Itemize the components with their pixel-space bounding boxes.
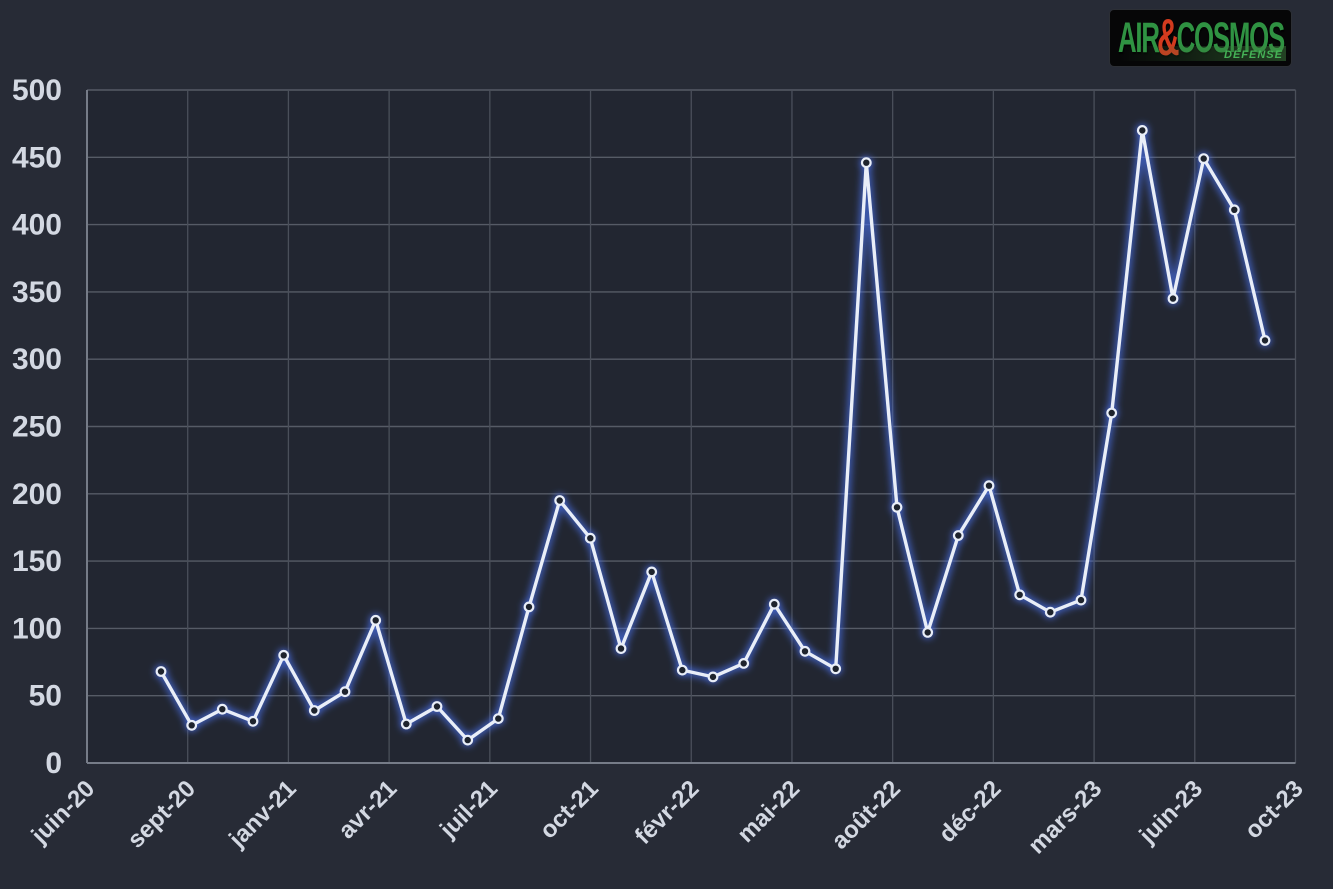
data-point-marker (922, 627, 934, 638)
x-tick-label: janv-21 (223, 775, 301, 853)
data-point-marker (308, 705, 320, 716)
y-tick-label: 500 (12, 74, 62, 107)
data-point-marker (247, 715, 259, 727)
data-point-marker (891, 501, 903, 513)
data-point-marker (952, 530, 964, 541)
data-point-marker (1136, 124, 1148, 136)
data-point-marker (860, 157, 872, 169)
data-point-marker (431, 701, 443, 712)
data-point-marker (554, 495, 566, 506)
data-point-marker (1228, 204, 1240, 216)
y-tick-label: 150 (12, 545, 62, 578)
data-point-marker (278, 649, 290, 661)
data-point-marker (216, 703, 228, 715)
data-point-marker (1044, 606, 1056, 618)
data-point-marker (1198, 153, 1210, 165)
x-gridlines (86, 90, 1297, 763)
x-tick-label: juin-23 (1134, 775, 1208, 849)
data-point-marker (339, 686, 351, 698)
x-tick-label: juin-20 (26, 775, 100, 849)
x-axis-labels: juin-20 sept-20 janv-21 avr-21 juil-21 oct-21… (26, 775, 1309, 859)
y-tick-label: 100 (12, 612, 62, 645)
x-tick-label: mai-22 (732, 775, 805, 848)
y-tick-label: 400 (12, 209, 62, 242)
data-point-marker (155, 666, 167, 677)
data-point-marker (462, 734, 474, 746)
data-point-marker (646, 566, 658, 578)
logo-ampersand: & (1157, 9, 1180, 67)
data-point-marker (400, 718, 412, 730)
data-point-marker (983, 480, 995, 492)
data-point-marker (799, 645, 811, 657)
data-point-marker (676, 664, 688, 676)
x-tick-label: déc-22 (934, 775, 1007, 848)
data-point-marker (615, 643, 627, 654)
x-tick-label: oct-23 (1240, 775, 1309, 844)
y-tick-label: 300 (12, 343, 62, 376)
data-point-marker (707, 671, 719, 683)
logo-wordmark: AIR&COSMOS (1118, 12, 1286, 64)
data-point-marker (1167, 293, 1179, 305)
air-cosmos-logo: AIR&COSMOS DÉFENSE (1109, 9, 1292, 67)
data-point-marker (492, 713, 504, 724)
y-axis-labels: 0 50 100 150 200 250 300 350 400 450 500 (12, 74, 62, 780)
data-point-marker (584, 532, 596, 544)
y-tick-label: 250 (12, 411, 62, 444)
logo-defense-label: DÉFENSE (1224, 49, 1283, 61)
x-tick-label: avr-21 (333, 775, 402, 844)
logo-defense-strip: DÉFENSE (1120, 46, 1286, 61)
data-point-marker (1259, 335, 1271, 346)
x-tick-label: juil-21 (434, 775, 503, 844)
x-tick-label: oct-21 (535, 775, 604, 844)
data-point-marker (1106, 407, 1118, 419)
logo-air: AIR (1118, 14, 1160, 62)
y-tick-label: 0 (45, 747, 62, 780)
data-point-marker (186, 719, 198, 731)
y-tick-label: 50 (29, 680, 62, 713)
data-point-marker (1075, 594, 1087, 606)
data-point-marker (738, 658, 750, 669)
data-markers (155, 124, 1271, 746)
x-tick-label: févr-22 (630, 775, 705, 850)
data-point-marker (523, 601, 535, 613)
data-point-marker (768, 598, 780, 610)
y-tick-label: 200 (12, 478, 62, 511)
x-tick-label: août-22 (826, 775, 905, 854)
x-tick-label: sept-20 (122, 775, 201, 854)
y-tick-label: 350 (12, 276, 62, 309)
data-point-marker (370, 614, 382, 626)
data-point-marker (830, 663, 842, 675)
y-tick-label: 450 (12, 141, 62, 174)
x-tick-label: mars-23 (1023, 775, 1107, 859)
data-point-marker (1014, 589, 1026, 601)
logo-cosmos: COSMOS (1176, 14, 1286, 62)
